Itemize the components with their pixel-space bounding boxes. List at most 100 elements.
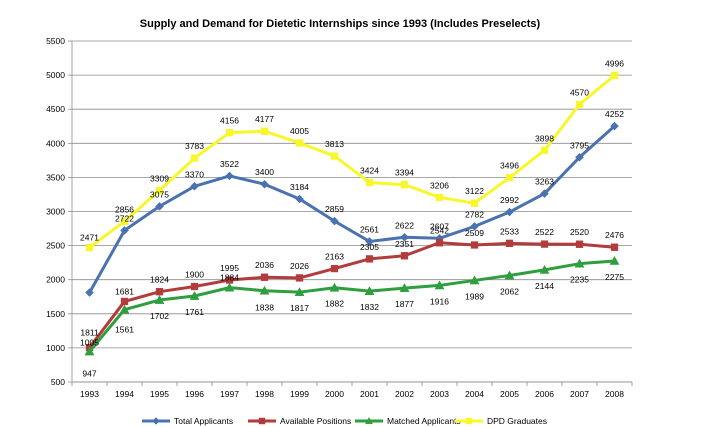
data-point — [259, 285, 270, 295]
data-point — [155, 186, 164, 195]
data-label: 1824 — [150, 275, 169, 285]
data-point — [435, 239, 444, 247]
data-label: 1832 — [360, 302, 379, 312]
series-line — [88, 74, 616, 249]
data-point — [295, 274, 304, 282]
data-label: 4570 — [570, 87, 589, 97]
data-label: 1005 — [80, 338, 99, 348]
y-tick-label: 1500 — [46, 309, 65, 319]
data-point — [470, 222, 479, 231]
series-matched-applicants — [84, 255, 620, 356]
x-tick-label: 2005 — [500, 389, 519, 399]
data-point — [189, 290, 200, 300]
data-label: 1702 — [150, 311, 169, 321]
data-point — [575, 100, 584, 109]
data-label: 3813 — [325, 139, 344, 149]
y-tick-label: 500 — [51, 377, 65, 387]
data-point — [365, 255, 374, 263]
data-label: 1884 — [220, 273, 239, 283]
legend-label: Available Positions — [280, 416, 351, 426]
data-point — [505, 174, 514, 182]
data-label: 4996 — [605, 58, 624, 68]
data-point — [154, 295, 165, 304]
y-tick-label: 4000 — [46, 138, 65, 148]
x-tick-label: 2004 — [465, 389, 484, 399]
data-label: 1882 — [325, 299, 344, 309]
data-label: 1838 — [255, 303, 274, 313]
data-label: 2992 — [500, 195, 519, 205]
data-point — [155, 288, 164, 296]
legend-swatch-marker — [152, 417, 160, 425]
legend-swatch-marker — [365, 416, 373, 425]
data-label: 2476 — [605, 230, 624, 240]
x-tick-label: 1995 — [150, 389, 169, 399]
x-tick-label: 1998 — [255, 389, 274, 399]
data-point — [155, 202, 164, 211]
data-label: 1561 — [115, 325, 134, 335]
data-point — [224, 282, 235, 292]
data-point — [400, 252, 409, 260]
x-tick-label: 1997 — [220, 389, 239, 399]
data-point — [225, 129, 234, 137]
y-tick-label: 3000 — [46, 207, 65, 217]
grid — [72, 40, 632, 383]
data-label: 1681 — [115, 286, 134, 296]
data-label: 4177 — [255, 114, 274, 124]
data-point — [260, 127, 269, 135]
x-tick-label: 2007 — [570, 389, 589, 399]
series-line — [88, 259, 615, 353]
x-tick-label: 2008 — [605, 389, 624, 399]
data-point — [610, 243, 619, 251]
y-tick-label: 2000 — [46, 275, 65, 285]
chart-title: Supply and Demand for Dietetic Internshi… — [140, 18, 541, 30]
data-point — [190, 282, 199, 291]
data-point — [505, 207, 514, 217]
legend-item: Available Positions — [248, 416, 351, 426]
data-label: 2561 — [360, 224, 379, 234]
data-point — [330, 264, 339, 273]
y-tick-label: 1000 — [46, 343, 65, 353]
data-label: 3309 — [150, 173, 169, 183]
data-point — [190, 154, 199, 162]
data-point — [119, 304, 130, 314]
data-point — [399, 283, 410, 292]
data-label: 3184 — [290, 182, 309, 192]
data-label: 3522 — [220, 159, 239, 169]
data-label: 3783 — [185, 141, 204, 151]
series-available-positions — [85, 239, 619, 352]
data-label: 3394 — [395, 168, 414, 178]
data-point — [225, 171, 234, 181]
data-point — [85, 243, 94, 252]
data-label: 2520 — [570, 227, 589, 237]
series-total-applicants — [85, 121, 619, 297]
data-label: 3496 — [500, 161, 519, 171]
data-label: 3263 — [535, 177, 554, 187]
legend-item: Total Applicants — [142, 416, 233, 426]
data-point — [435, 193, 444, 202]
data-point — [330, 152, 339, 160]
data-point — [120, 226, 129, 235]
data-point — [470, 241, 479, 249]
data-label: 2622 — [395, 220, 414, 230]
x-tick-label: 2000 — [325, 389, 344, 399]
series-line — [88, 124, 616, 294]
data-label: 3206 — [430, 180, 449, 190]
data-label: 2471 — [80, 233, 99, 243]
data-label: 1877 — [395, 299, 414, 309]
x-tick-label: 2003 — [430, 389, 449, 399]
y-tick-label: 2500 — [46, 241, 65, 251]
data-label: 947 — [82, 369, 96, 379]
data-point — [295, 139, 304, 147]
data-point — [365, 178, 374, 187]
data-label: 3075 — [150, 189, 169, 199]
data-point — [190, 181, 199, 191]
data-label: 2235 — [570, 275, 589, 285]
data-point — [329, 282, 340, 292]
data-label: 3424 — [360, 166, 379, 176]
x-tick-label: 2001 — [360, 389, 379, 399]
data-label: 1811 — [80, 328, 99, 338]
data-label: 3795 — [570, 140, 589, 150]
series-line — [88, 241, 615, 349]
data-point — [260, 273, 269, 281]
